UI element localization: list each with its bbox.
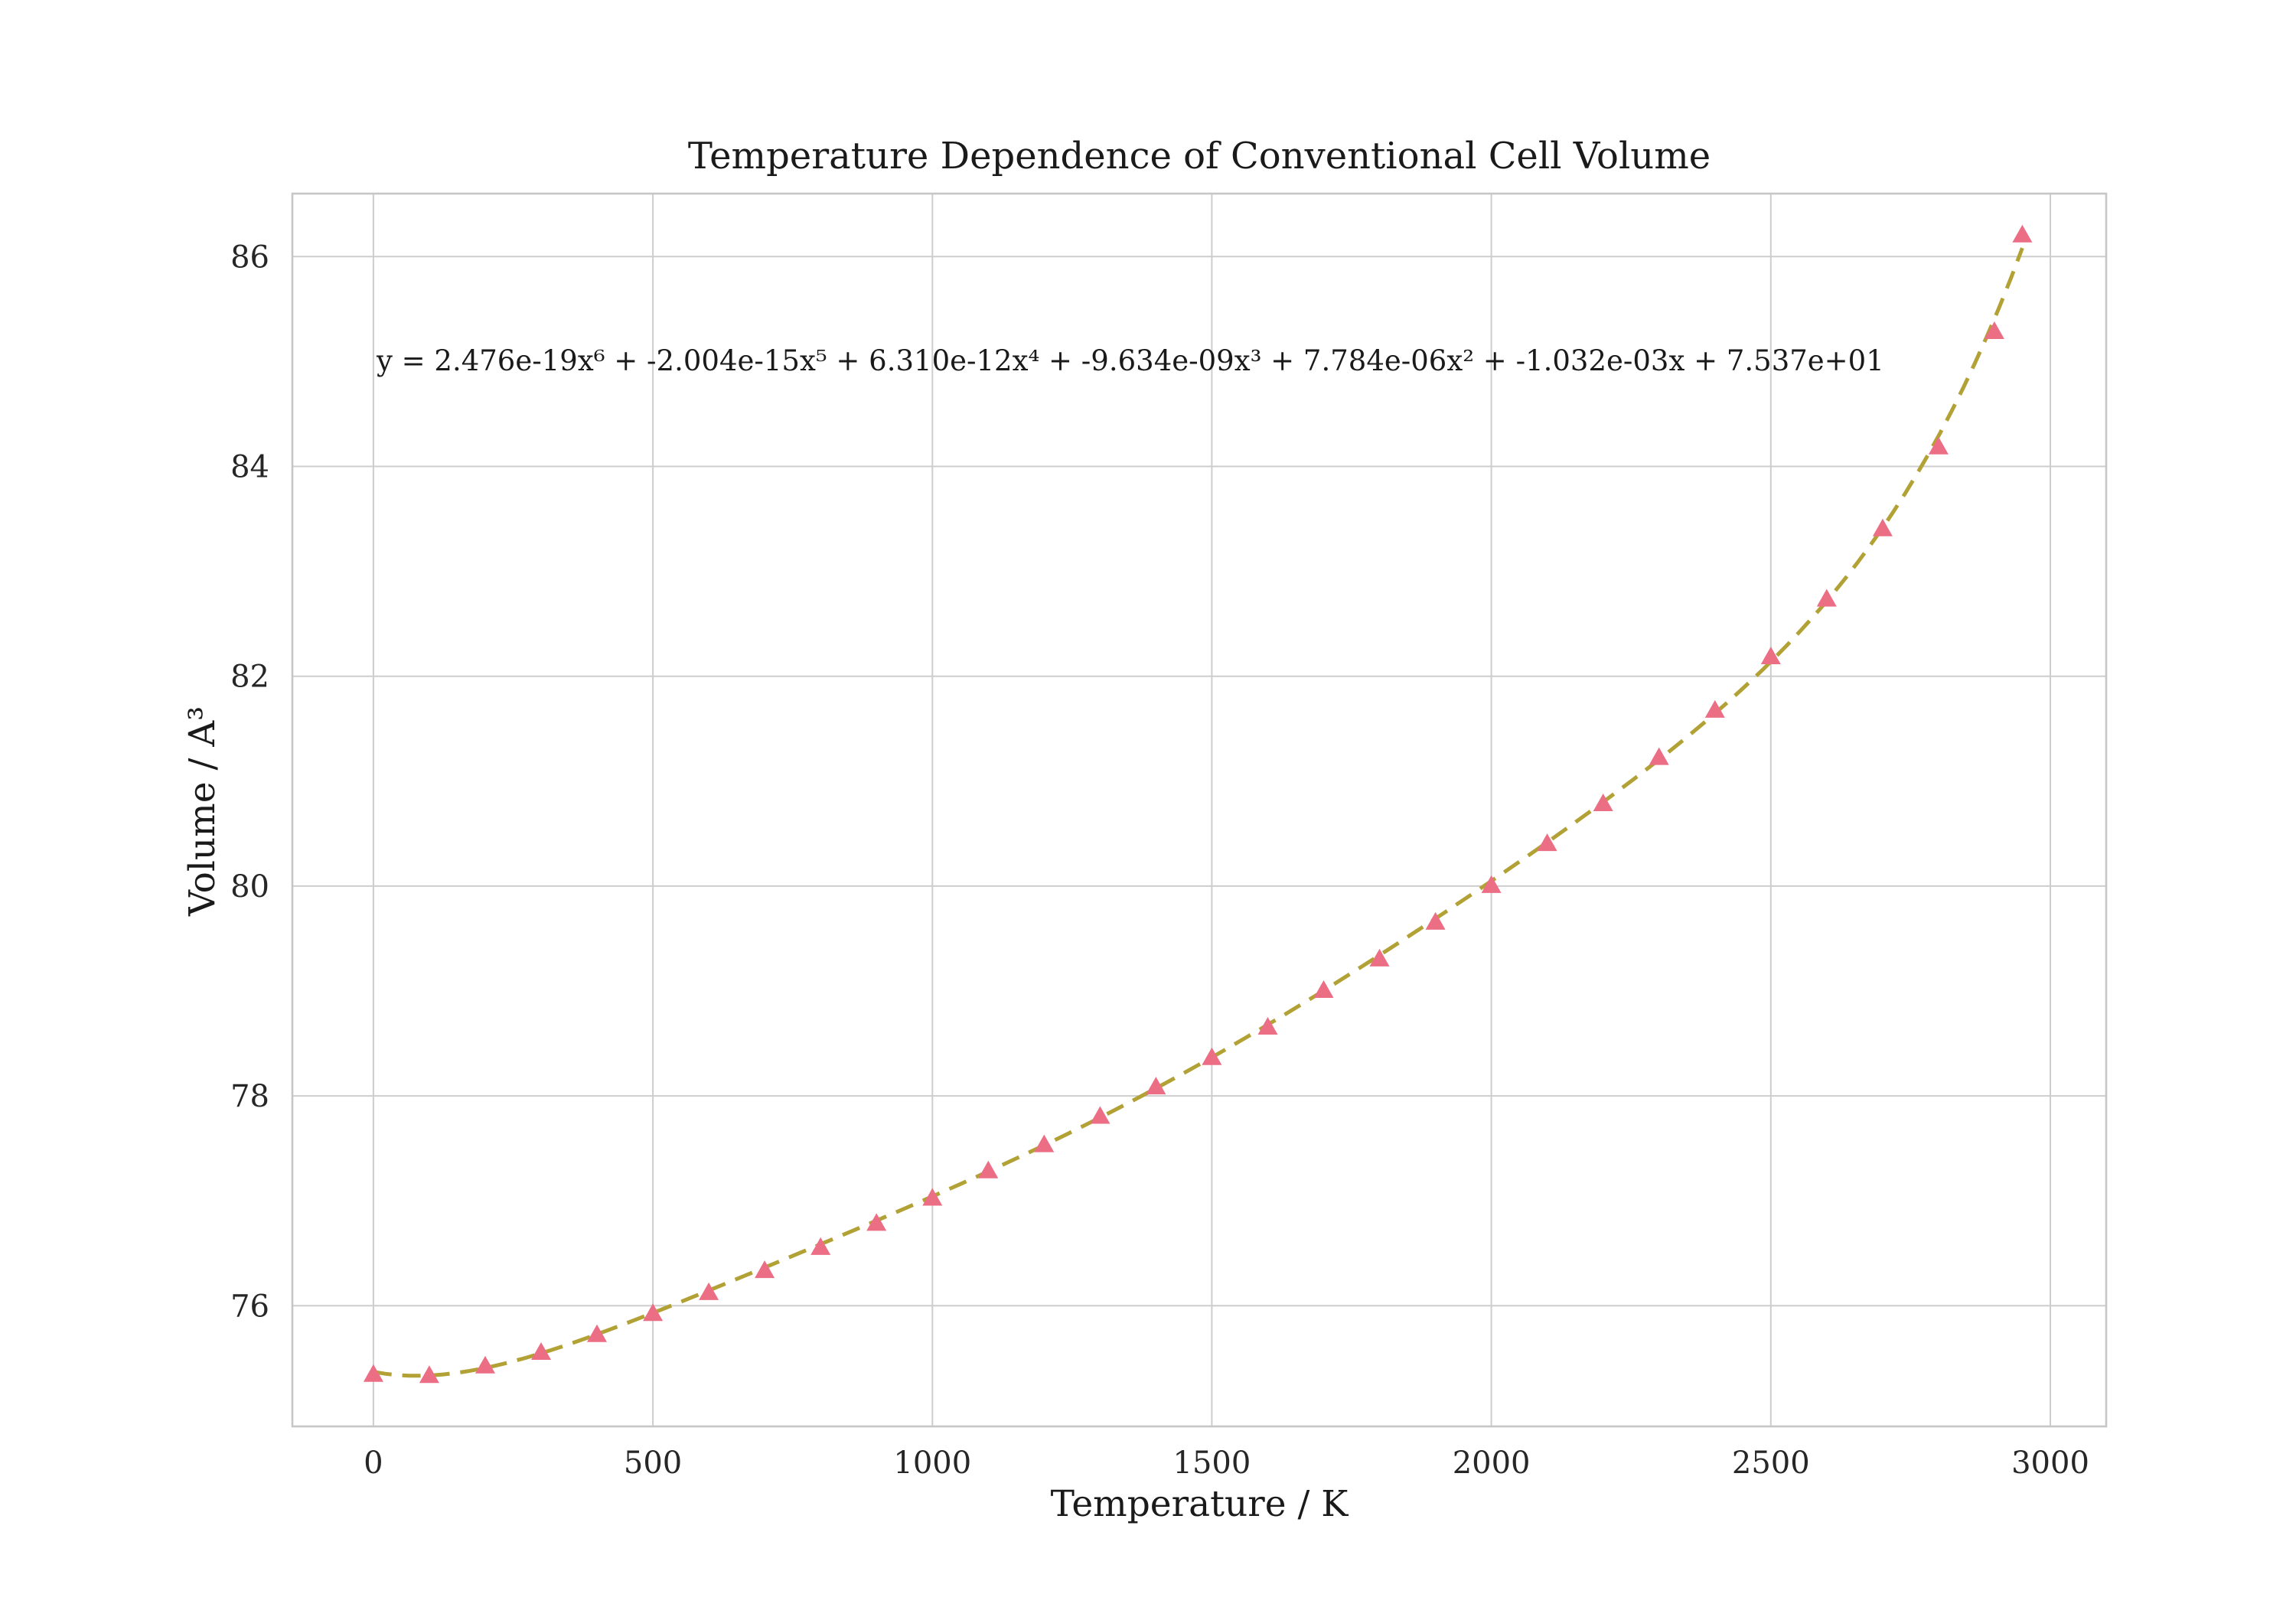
x-axis-label: Temperature / K xyxy=(1050,1483,1349,1525)
svg-text:1500: 1500 xyxy=(1173,1446,1251,1481)
svg-text:84: 84 xyxy=(230,450,269,485)
svg-text:78: 78 xyxy=(230,1079,269,1114)
svg-text:2000: 2000 xyxy=(1453,1446,1531,1481)
svg-text:0: 0 xyxy=(364,1446,383,1481)
svg-text:500: 500 xyxy=(624,1446,682,1481)
svg-text:3000: 3000 xyxy=(2011,1446,2089,1481)
svg-text:80: 80 xyxy=(230,869,269,905)
y-axis-label: Volume / A³ xyxy=(181,706,224,917)
svg-text:1000: 1000 xyxy=(893,1446,971,1481)
svg-text:82: 82 xyxy=(230,660,269,695)
svg-text:86: 86 xyxy=(230,240,269,275)
svg-text:2500: 2500 xyxy=(1732,1446,1810,1481)
svg-text:76: 76 xyxy=(230,1289,269,1324)
chart-title: Temperature Dependence of Conventional C… xyxy=(687,135,1711,178)
fit-equation-annotation: y = 2.476e-19x⁶ + -2.004e-15x⁵ + 6.310e-… xyxy=(377,344,1884,377)
